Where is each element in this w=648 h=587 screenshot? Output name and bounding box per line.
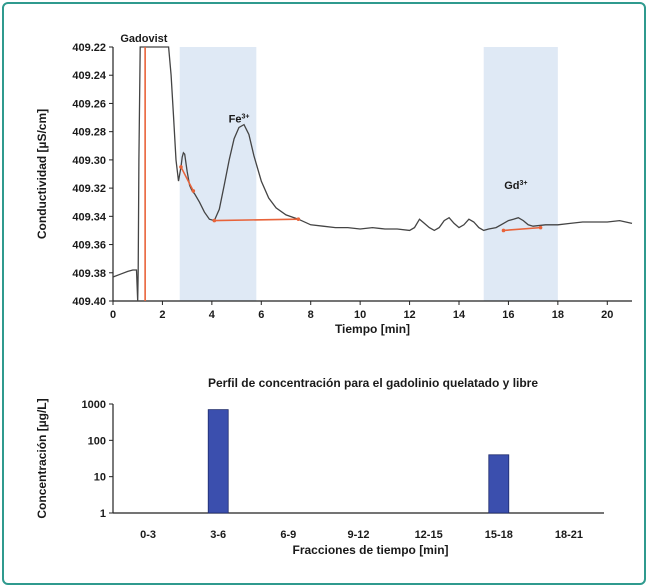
annotation-text: Gadovist	[120, 33, 167, 45]
x-tick-label: 4	[209, 309, 216, 321]
y-tick-label: 10	[94, 472, 106, 484]
y-tick-label: 409.24	[72, 70, 107, 82]
y-axis-label: Concentración [µg/L]	[35, 398, 49, 518]
category-label: 12-15	[415, 529, 443, 541]
annotation-2: Gd3+	[504, 180, 527, 192]
y-tick-label: 409.26	[72, 98, 106, 110]
annotation-text: Gd	[504, 180, 519, 192]
annotation-sup: 3+	[519, 180, 527, 187]
y-tick-label: 1000	[82, 399, 106, 411]
marker-end	[212, 218, 217, 223]
shaded-region-1	[483, 47, 558, 301]
y-tick-label: 100	[88, 435, 106, 447]
category-label: 6-9	[280, 529, 296, 541]
marker-end	[501, 228, 506, 233]
category-label: 18-21	[555, 529, 583, 541]
annotation-1: Fe3+	[229, 113, 250, 125]
bar-15-18	[488, 454, 510, 514]
x-tick-label: 20	[601, 309, 613, 321]
x-tick-label: 10	[354, 309, 366, 321]
y-tick-label: 1	[100, 508, 106, 520]
x-tick-label: 18	[552, 309, 564, 321]
annotation-0: Gadovist	[120, 33, 167, 45]
x-axis-label: Tiempo [min]	[335, 322, 410, 336]
x-tick-label: 6	[258, 309, 264, 321]
marker-end	[538, 225, 543, 230]
marker-line-2	[214, 218, 299, 222]
category-label: 9-12	[347, 529, 369, 541]
x-axis-label: Fracciones de tiempo [min]	[292, 543, 448, 557]
category-label: 15-18	[485, 529, 513, 541]
x-tick-label: 12	[403, 309, 415, 321]
x-tick-label: 14	[453, 309, 466, 321]
y-tick-label: 409.32	[72, 183, 106, 195]
conductivity-trace	[112, 46, 633, 302]
conductivity-chart: 409.22 409.24 409.26 409.28 409.30 409.32 409.…	[35, 33, 633, 336]
shaded-region-0	[179, 47, 257, 301]
y-tick-label: 409.22	[72, 42, 106, 54]
y-tick-label: 409.30	[72, 155, 106, 167]
bar-3-6	[207, 409, 229, 514]
annotation-sup: 3+	[241, 113, 249, 120]
marker-end	[191, 189, 196, 193]
marker-end	[296, 217, 301, 221]
marker-line-3	[503, 226, 541, 232]
y-tick-label: 409.40	[72, 296, 106, 308]
category-label: 3-6	[210, 529, 226, 541]
chart-title: Perfil de concentración para el gadolini…	[208, 376, 538, 390]
y-axis-label: Conductividad [µS/cm]	[35, 109, 49, 239]
concentration-chart: Perfil de concentración para el gadolini…	[35, 376, 604, 557]
marker-end	[179, 165, 183, 169]
y-tick-label: 409.38	[72, 268, 106, 280]
x-tick-label: 0	[110, 309, 116, 321]
category-label: 0-3	[140, 529, 156, 541]
y-tick-label: 409.28	[72, 127, 106, 139]
marker-line-1	[180, 166, 195, 192]
y-tick-label: 409.34	[72, 211, 107, 223]
annotation-text: Fe	[229, 113, 242, 125]
x-tick-label: 16	[502, 309, 514, 321]
x-tick-label: 8	[308, 309, 314, 321]
x-tick-label: 2	[159, 309, 165, 321]
y-tick-label: 409.36	[72, 240, 106, 252]
